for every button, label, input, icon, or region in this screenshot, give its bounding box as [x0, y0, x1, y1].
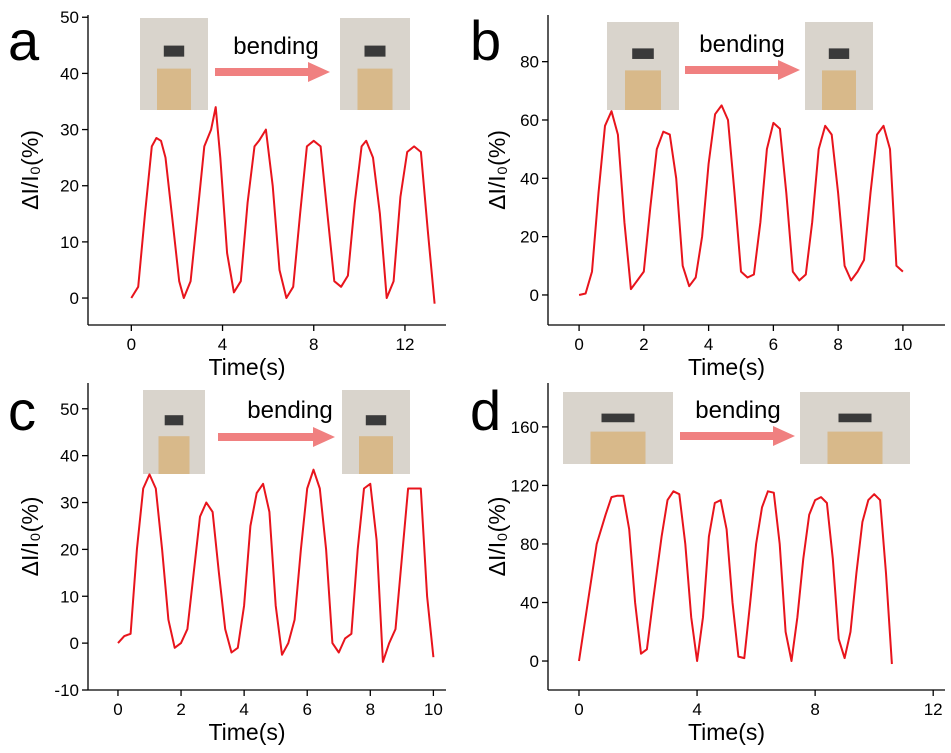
y-tick-label: -10	[54, 681, 79, 700]
y-tick-label: 0	[70, 634, 79, 653]
data-line	[578, 490, 893, 665]
y-tick-label: 20	[60, 540, 79, 559]
y-tick-label: 30	[60, 494, 79, 513]
data-line	[130, 106, 436, 304]
x-tick-label: 0	[113, 700, 122, 719]
panel-label: b	[470, 9, 501, 72]
x-tick-label: 0	[574, 335, 583, 354]
photo-sensor	[163, 45, 185, 57]
arrow	[685, 60, 800, 80]
x-tick-label: 4	[692, 700, 701, 719]
photo-sensor	[838, 413, 872, 423]
y-tick-label: 20	[520, 228, 539, 247]
arrow	[215, 62, 330, 82]
x-tick-label: 6	[302, 700, 311, 719]
arrow	[680, 426, 795, 446]
photo-sensor	[364, 45, 386, 57]
x-tick-label: 8	[309, 335, 318, 354]
x-axis-title: Time(s)	[208, 354, 285, 380]
panel: bending d 0 40 80 120 160 0 4 8 12 Time(s) ΔI/I₀(%)	[470, 379, 945, 745]
y-axis-title: ΔI/I₀(%)	[17, 497, 43, 577]
photo-object	[590, 431, 646, 464]
x-tick-label: 8	[833, 335, 842, 354]
x-tick-label: 2	[176, 700, 185, 719]
annotation: bending	[699, 31, 784, 58]
photo-sensor	[164, 415, 184, 426]
y-tick-label: 40	[60, 64, 79, 83]
data-line	[578, 104, 904, 296]
annotation: bending	[247, 397, 332, 424]
x-tick-label: 4	[704, 335, 713, 354]
x-axis-title: Time(s)	[688, 719, 765, 745]
panel-label: d	[470, 379, 501, 442]
y-tick-label: 80	[520, 53, 539, 72]
y-tick-label: 50	[60, 8, 79, 27]
y-tick-label: 80	[520, 535, 539, 554]
photo-object	[157, 68, 191, 110]
photo-sensor	[601, 413, 635, 423]
panel: bending b 0 20 40 60 80 0 2 4 6 8 10 Time(s) ΔI/I₀(%)	[470, 9, 945, 380]
arrow	[218, 427, 335, 447]
panel-label: c	[8, 379, 36, 442]
y-tick-label: 0	[70, 289, 79, 308]
y-tick-label: 120	[511, 476, 539, 495]
x-tick-label: 4	[218, 335, 227, 354]
x-tick-label: 8	[366, 700, 375, 719]
x-axis-title: Time(s)	[688, 354, 765, 380]
y-axis-title: ΔI/I₀(%)	[17, 130, 43, 210]
x-tick-label: 0	[127, 335, 136, 354]
x-tick-label: 2	[639, 335, 648, 354]
panel-label: a	[8, 9, 40, 72]
x-tick-label: 6	[769, 335, 778, 354]
photo-sensor	[828, 48, 850, 59]
panel: bending a 0 10 20 30 40 50 0 4 8 12 Time(s) ΔI/I₀(%)	[8, 8, 446, 380]
y-tick-label: 40	[520, 593, 539, 612]
y-axis-title: ΔI/I₀(%)	[484, 497, 510, 577]
y-axis-title: ΔI/I₀(%)	[484, 130, 510, 210]
x-tick-label: 0	[574, 700, 583, 719]
y-tick-label: 40	[520, 169, 539, 188]
y-tick-label: 0	[530, 286, 539, 305]
panel: bending c -10 0 10 20 30 40 50 0 2 4 6 8 10 Time(s) ΔI/I…	[8, 379, 446, 745]
y-tick-label: 10	[60, 587, 79, 606]
x-tick-label: 4	[239, 700, 248, 719]
data-line	[117, 468, 435, 663]
photo-object	[822, 70, 856, 110]
y-tick-label: 60	[520, 111, 539, 130]
x-tick-label: 10	[424, 700, 443, 719]
y-tick-label: 160	[511, 418, 539, 437]
y-tick-label: 30	[60, 121, 79, 140]
photo-object	[158, 436, 190, 474]
x-tick-label: 10	[893, 335, 912, 354]
photo-object	[625, 70, 661, 110]
x-tick-label: 8	[810, 700, 819, 719]
photo-object	[359, 436, 393, 474]
annotation: bending	[233, 33, 318, 60]
y-tick-label: 50	[60, 400, 79, 419]
x-tick-label: 12	[924, 700, 943, 719]
y-tick-label: 40	[60, 447, 79, 466]
photo-object	[827, 431, 883, 464]
x-tick-label: 12	[395, 335, 414, 354]
y-tick-label: 20	[60, 177, 79, 196]
photo-sensor	[632, 48, 654, 59]
x-axis-title: Time(s)	[208, 719, 285, 745]
annotation: bending	[695, 397, 780, 424]
photo-object	[357, 68, 393, 110]
y-tick-label: 10	[60, 233, 79, 252]
y-tick-label: 0	[530, 652, 539, 671]
photo-sensor	[365, 415, 387, 426]
